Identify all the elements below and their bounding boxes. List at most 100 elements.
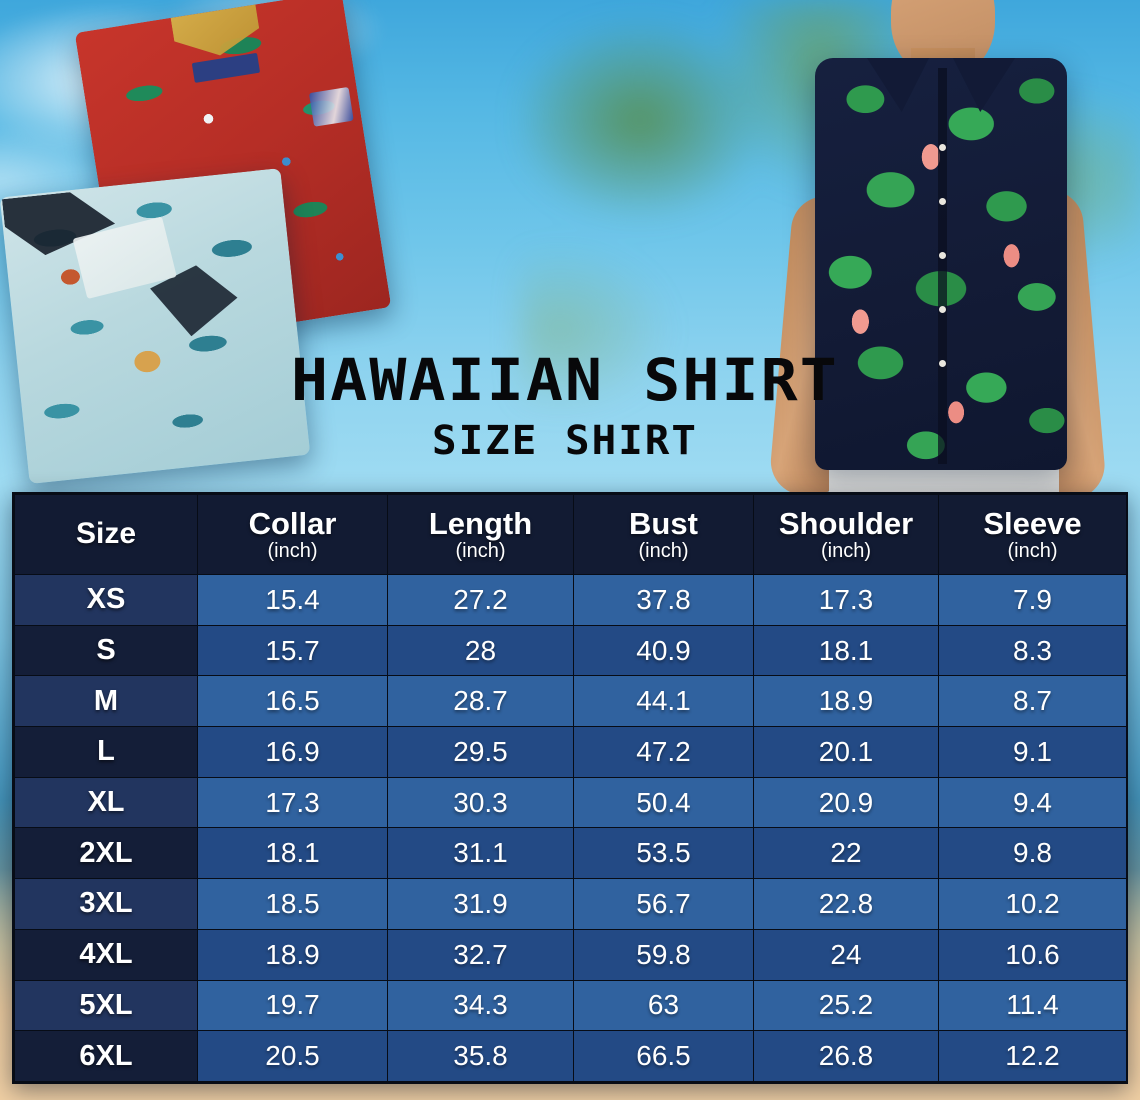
column-header-collar-label: Collar: [248, 506, 337, 541]
table-cell-shoulder: 20.9: [753, 776, 939, 829]
page-subtitle: SIZE SHIRT: [431, 417, 699, 464]
column-header-length: Length (inch): [387, 494, 574, 575]
column-header-size-label: Size: [75, 517, 137, 551]
table-cell-shoulder: 22: [753, 827, 939, 880]
table-row: 3XL 18.5 31.9 56.7 22.8 10.2: [14, 878, 1127, 930]
column-header-sleeve-unit: (inch): [1007, 539, 1058, 562]
table-cell-bust: 53.5: [573, 827, 754, 880]
table-cell-size: 5XL: [14, 979, 198, 1032]
table-cell-collar: 18.5: [197, 878, 388, 930]
table-cell-size: XS: [14, 574, 198, 626]
column-header-bust-unit: (inch): [638, 539, 689, 562]
table-cell-sleeve: 8.3: [938, 624, 1127, 677]
table-cell-sleeve: 11.4: [938, 979, 1127, 1032]
table-cell-sleeve: 8.7: [938, 675, 1127, 728]
table-cell-sleeve: 9.1: [938, 726, 1127, 778]
table-cell-bust: 37.8: [573, 574, 754, 626]
table-row: M 16.5 28.7 44.1 18.9 8.7: [14, 675, 1127, 728]
model-shirt-placket: [938, 68, 948, 464]
column-header-size: Size: [14, 494, 198, 575]
table-cell-collar: 18.9: [197, 928, 388, 981]
table-cell-length: 34.3: [387, 979, 574, 1032]
table-cell-shoulder: 24: [753, 928, 939, 981]
table-row: S 15.7 28 40.9 18.1 8.3: [14, 624, 1127, 677]
model-shirt-collar-right: [953, 58, 1015, 112]
table-row: XS 15.4 27.2 37.8 17.3 7.9: [14, 574, 1127, 626]
table-cell-collar: 16.5: [197, 675, 388, 728]
table-cell-size: S: [14, 624, 198, 677]
table-cell-length: 31.1: [387, 827, 574, 880]
table-row: L 16.9 29.5 47.2 20.1 9.1: [14, 726, 1127, 778]
shirt-button: [939, 360, 947, 367]
table-cell-bust: 50.4: [573, 776, 754, 829]
shirt-button: [939, 198, 947, 205]
shirt-button: [939, 144, 947, 151]
table-cell-length: 29.5: [387, 726, 574, 778]
table-cell-sleeve: 12.2: [938, 1030, 1127, 1082]
column-header-shoulder-label: Shoulder: [778, 506, 914, 541]
column-header-bust: Bust (inch): [573, 494, 754, 575]
table-cell-bust: 40.9: [573, 624, 754, 677]
column-header-length-unit: (inch): [455, 539, 506, 562]
table-cell-shoulder: 25.2: [753, 979, 939, 1032]
table-row: 6XL 20.5 35.8 66.5 26.8 12.2: [14, 1030, 1127, 1082]
table-cell-length: 32.7: [387, 928, 574, 981]
column-header-shoulder: Shoulder (inch): [753, 494, 939, 575]
table-cell-bust: 44.1: [573, 675, 754, 728]
table-cell-sleeve: 7.9: [938, 574, 1127, 626]
table-cell-shoulder: 17.3: [753, 574, 939, 626]
table-cell-shoulder: 26.8: [753, 1030, 939, 1082]
page-title: HAWAIIAN SHIRT: [291, 346, 839, 414]
table-cell-length: 30.3: [387, 776, 574, 829]
table-cell-length: 35.8: [387, 1030, 574, 1082]
table-cell-collar: 18.1: [197, 827, 388, 880]
shirt-button: [939, 306, 947, 313]
column-header-shoulder-unit: (inch): [820, 539, 871, 562]
table-cell-length: 28.7: [387, 675, 574, 728]
table-header: Size Collar (inch) Length (inch) Bust (i…: [14, 494, 1127, 575]
table-cell-bust: 59.8: [573, 928, 754, 981]
table-cell-shoulder: 18.1: [753, 624, 939, 677]
table-cell-sleeve: 9.4: [938, 776, 1127, 829]
table-cell-sleeve: 10.6: [938, 928, 1127, 981]
table-cell-shoulder: 20.1: [753, 726, 939, 778]
table-cell-bust: 63: [573, 979, 754, 1032]
size-chart-table-container: Size Collar (inch) Length (inch) Bust (i…: [12, 492, 1128, 1084]
table-cell-collar: 15.7: [197, 624, 388, 677]
table-header-row: Size Collar (inch) Length (inch) Bust (i…: [14, 494, 1127, 575]
table-cell-length: 27.2: [387, 574, 574, 626]
column-header-sleeve-label: Sleeve: [983, 506, 1082, 541]
table-cell-size: 2XL: [14, 827, 198, 880]
table-cell-bust: 56.7: [573, 878, 754, 930]
table-cell-collar: 20.5: [197, 1030, 388, 1082]
table-cell-size: 3XL: [14, 878, 198, 930]
table-cell-size: 6XL: [14, 1030, 198, 1082]
size-chart-table: Size Collar (inch) Length (inch) Bust (i…: [14, 494, 1127, 1082]
table-body: XS 15.4 27.2 37.8 17.3 7.9 S 15.7 28 40.9 18.1 8.3 M…: [14, 574, 1127, 1082]
shirt-brand-mark: [308, 86, 354, 127]
navy-flamingo-hawaiian-shirt: [815, 58, 1067, 470]
table-cell-bust: 47.2: [573, 726, 754, 778]
table-cell-shoulder: 18.9: [753, 675, 939, 728]
table-cell-bust: 66.5: [573, 1030, 754, 1082]
shirt-button: [939, 252, 947, 259]
table-cell-collar: 19.7: [197, 979, 388, 1032]
table-cell-size: M: [14, 675, 198, 728]
column-header-bust-label: Bust: [629, 506, 698, 541]
table-row: XL 17.3 30.3 50.4 20.9 9.4: [14, 776, 1127, 829]
table-cell-length: 28: [387, 624, 574, 677]
table-row: 5XL 19.7 34.3 63 25.2 11.4: [14, 979, 1127, 1032]
column-header-length-label: Length: [428, 506, 533, 541]
column-header-collar-unit: (inch): [267, 539, 318, 562]
table-cell-shoulder: 22.8: [753, 878, 939, 930]
table-cell-size: L: [14, 726, 198, 778]
table-cell-size: 4XL: [14, 928, 198, 981]
column-header-sleeve: Sleeve (inch): [938, 494, 1127, 575]
poster-title-block: HAWAIIAN SHIRT SIZE SHIRT: [291, 351, 837, 461]
table-cell-sleeve: 10.2: [938, 878, 1127, 930]
blue-hawaiian-shirt: [0, 168, 311, 484]
table-cell-collar: 17.3: [197, 776, 388, 829]
table-cell-length: 31.9: [387, 878, 574, 930]
model-wearing-hawaiian-shirt-photo: [705, 0, 1140, 500]
